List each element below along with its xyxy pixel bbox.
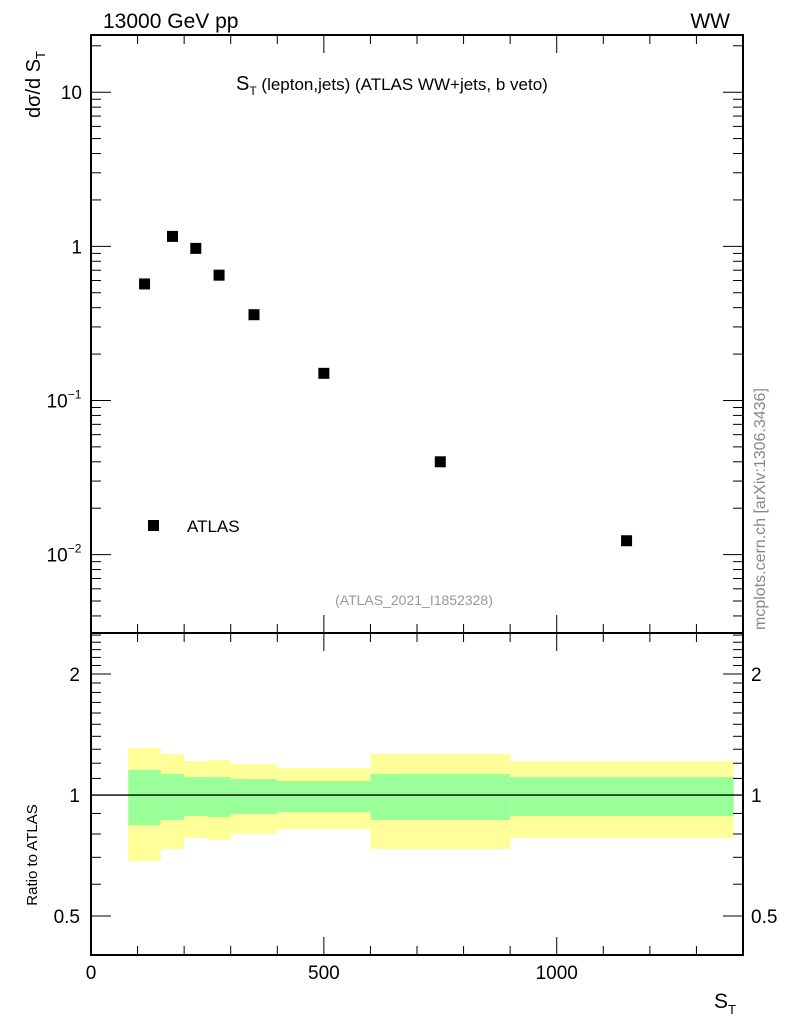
xlabel-sub: T: [728, 1002, 736, 1017]
data-point: [318, 367, 330, 379]
band-1sigma: [230, 779, 278, 815]
band-1sigma: [160, 774, 185, 820]
ratio-y-tick-label-right: 0.5: [751, 907, 777, 928]
analysis-annotation: (ATLAS_2021_I1852328): [335, 592, 493, 608]
x-tick-label: 0: [86, 963, 97, 984]
band-1sigma: [277, 781, 371, 813]
header-left: 13000 GeV pp: [103, 10, 238, 33]
title-rest: (lepton,jets) (ATLAS WW+jets, b veto): [257, 75, 548, 94]
y-axis-label: dσ/d ST: [23, 51, 48, 118]
ratio-y-tick-label: 2: [69, 665, 80, 686]
data-point: [167, 230, 178, 242]
side-label: mcplots.cern.ch [arXiv:1306.3436]: [752, 388, 769, 630]
data-point: [248, 309, 260, 321]
header-right: WW: [690, 10, 730, 33]
x-tick-label: 1000: [536, 963, 578, 984]
x-axis-label: ST: [714, 990, 736, 1017]
ratio-frame: [90, 632, 744, 956]
title-main: S: [236, 73, 249, 95]
band-1sigma: [207, 777, 231, 817]
plot-title: ST (lepton,jets) (ATLAS WW+jets, b veto): [236, 73, 548, 98]
legend-marker: [148, 520, 159, 531]
y-tick-exponent: −1: [68, 387, 82, 401]
ratio-y-tick-label-right: 1: [751, 786, 762, 807]
data-point: [139, 278, 151, 290]
ratio-y-tick-label: 0.5: [54, 907, 80, 928]
data-point: [190, 242, 202, 254]
ylabel-main: dσ/d S: [23, 59, 45, 118]
ratio-y-tick-label: 1: [69, 786, 80, 807]
band-1sigma: [510, 777, 734, 816]
y-tick-label: 1: [71, 237, 82, 258]
data-point: [621, 535, 633, 547]
y-tick-label: 10−1: [47, 387, 82, 412]
x-tick-label: 500: [308, 963, 340, 984]
main-frame: [90, 34, 744, 634]
title-sub: T: [249, 84, 257, 98]
y-tick-exponent: −2: [68, 542, 82, 556]
xlabel-main: S: [714, 990, 728, 1013]
data-point: [213, 269, 225, 281]
band-1sigma: [184, 777, 208, 816]
band-1sigma: [370, 774, 511, 820]
y-tick-label: 10: [61, 83, 82, 104]
legend-label: ATLAS: [187, 517, 240, 536]
data-point: [434, 456, 446, 468]
ylabel-sub: T: [33, 51, 48, 59]
band-1sigma: [128, 770, 161, 826]
ratio-y-tick-label-right: 2: [751, 665, 762, 686]
y-tick-label: 10−2: [47, 542, 82, 567]
ratio-y-label: Ratio to ATLAS: [24, 804, 41, 905]
